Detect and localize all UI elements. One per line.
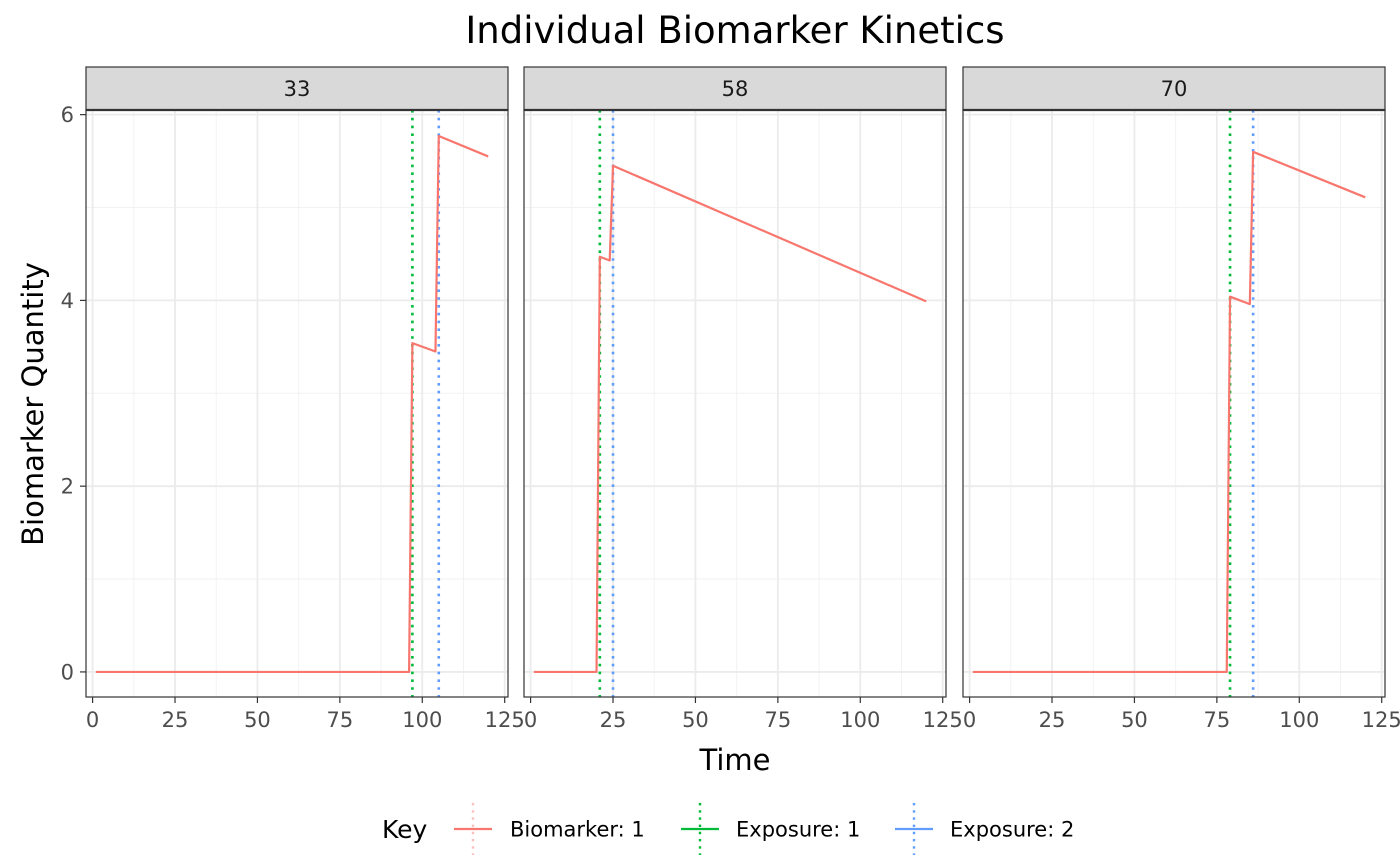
- x-tick-label: 50: [244, 708, 271, 732]
- legend: Key Biomarker: 1 Exposure: 1 Exposure: 2: [382, 803, 1074, 855]
- chart-title: Individual Biomarker Kinetics: [465, 9, 1004, 52]
- facet-panel-58: 58 0 25 50 75 100 125: [523, 66, 963, 732]
- y-tick-label: 4: [61, 289, 74, 313]
- x-tick-label: 100: [840, 708, 880, 732]
- facet-strip-label: 33: [284, 77, 311, 101]
- x-tick-label: 100: [402, 708, 442, 732]
- x-tick-label: 75: [764, 708, 791, 732]
- legend-label: Exposure: 1: [736, 818, 860, 842]
- facet-strip: [85, 66, 509, 111]
- legend-title: Key: [382, 815, 428, 844]
- y-tick-label: 6: [61, 103, 74, 127]
- x-tick-label: 75: [326, 708, 353, 732]
- y-axis-title: Biomarker Quantity: [16, 262, 50, 546]
- x-axis-title: Time: [699, 743, 771, 777]
- x-tick-label: 25: [162, 708, 189, 732]
- y-axis: 0 2 4 6: [61, 103, 86, 684]
- x-tick-label: 125: [923, 708, 963, 732]
- y-tick-label: 2: [61, 475, 74, 499]
- x-tick-label: 0: [86, 708, 99, 732]
- x-tick-label: 25: [1039, 708, 1066, 732]
- biomarker-series-line: [533, 164, 927, 674]
- x-tick-label: 75: [1203, 708, 1230, 732]
- legend-label: Exposure: 2: [950, 818, 1074, 842]
- facet-strip: [523, 66, 947, 111]
- facet-panel-70: 70 0 25 50 75 100 125: [962, 66, 1400, 732]
- biomarker-series-line: [972, 150, 1366, 674]
- x-tick-label: 0: [524, 708, 537, 732]
- x-tick-label: 125: [485, 708, 525, 732]
- x-tick-label: 50: [1121, 708, 1148, 732]
- x-tick-label: 125: [1362, 708, 1400, 732]
- x-tick-label: 50: [682, 708, 709, 732]
- x-tick-label: 100: [1279, 708, 1319, 732]
- legend-key-2: [681, 803, 719, 855]
- legend-key-1: [454, 803, 492, 855]
- legend-key-3: [895, 803, 933, 855]
- facet-strip-label: 70: [1161, 77, 1188, 101]
- biomarker-series-line: [95, 134, 489, 674]
- legend-label: Biomarker: 1: [510, 818, 645, 842]
- x-tick-label: 25: [600, 708, 627, 732]
- panel-data: [533, 110, 927, 697]
- y-tick-label: 0: [61, 660, 74, 684]
- panel-data: [95, 110, 489, 697]
- facet-strip: [962, 66, 1386, 111]
- x-tick-label: 0: [963, 708, 976, 732]
- panel-data: [972, 110, 1366, 697]
- facet-panels: 33 0 25 50 75 100 125 58 0 25 50 75 100 125 70 0 25 50 75 1…: [85, 66, 1400, 732]
- facet-panel-33: 33 0 25 50 75 100 125: [85, 66, 525, 732]
- facet-strip-label: 58: [722, 77, 749, 101]
